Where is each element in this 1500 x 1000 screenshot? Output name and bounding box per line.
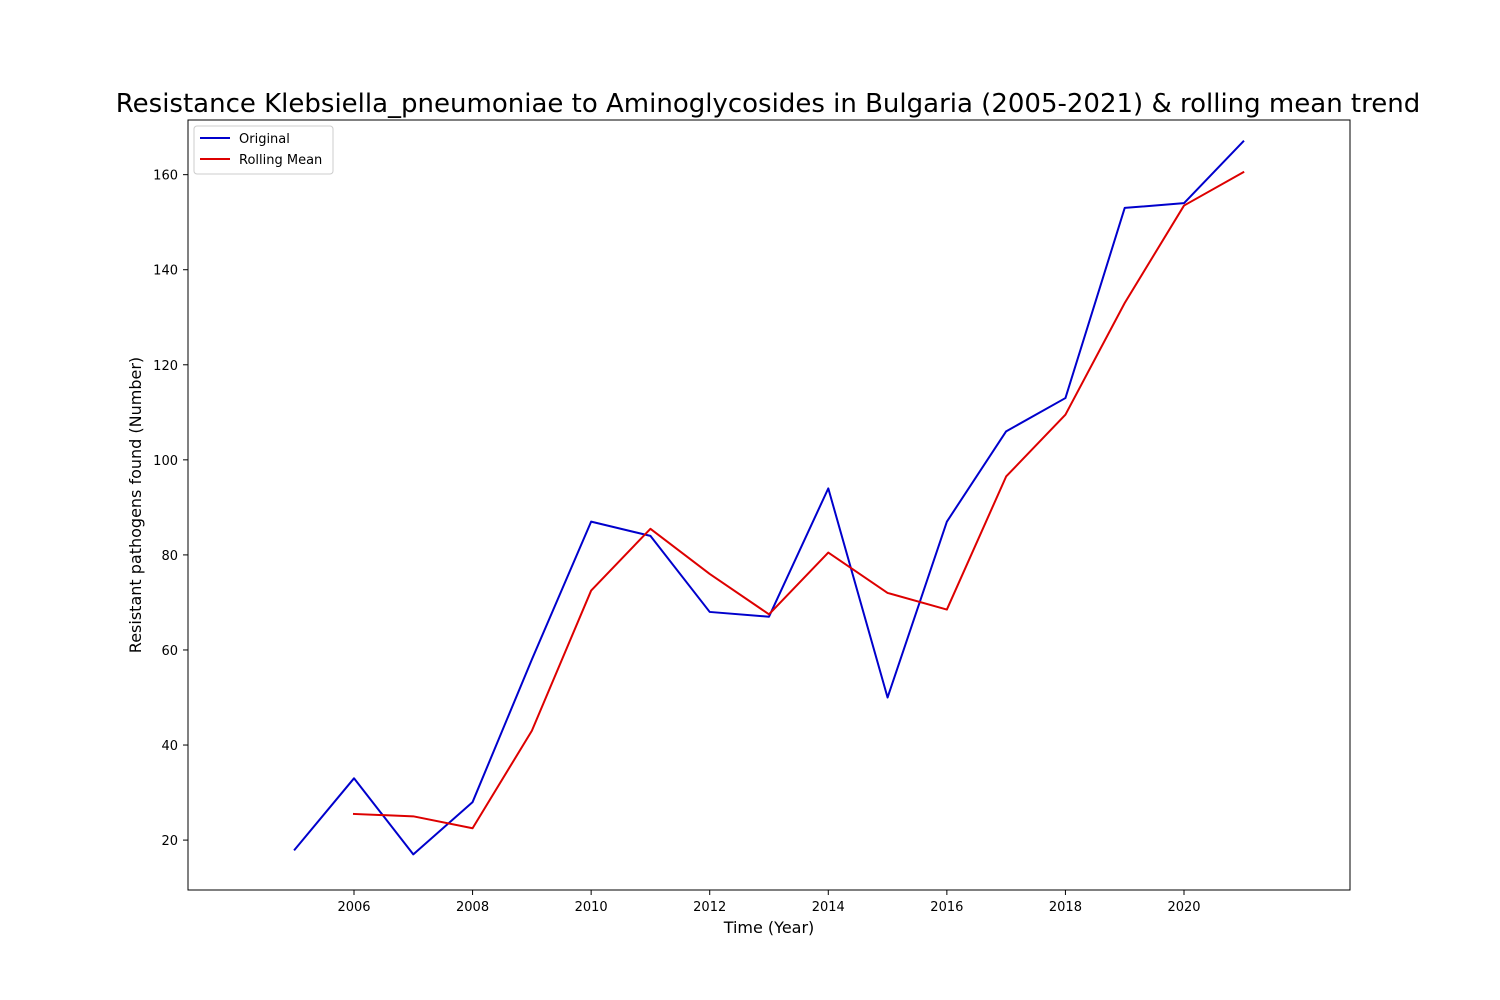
chart-title: Resistance Klebsiella_pneumoniae to Amin… [116, 89, 1420, 119]
x-tick-label: 2016 [930, 900, 963, 915]
series-line-rolling-mean [352, 170, 1245, 830]
x-axis-ticks: 2006 2008 2010 2012 2014 2016 2018 2020 [337, 890, 1201, 915]
x-tick-label: 2006 [337, 900, 370, 915]
y-tick-label: 20 [161, 834, 178, 849]
series-layer [293, 139, 1245, 856]
series-line-original [293, 139, 1245, 856]
x-axis-label: Time (Year) [723, 918, 815, 937]
x-tick-label: 2008 [456, 900, 489, 915]
y-tick-label: 40 [161, 739, 178, 754]
x-tick-label: 2020 [1167, 900, 1200, 915]
x-tick-label: 2014 [812, 900, 845, 915]
y-tick-label: 100 [153, 454, 178, 469]
legend: Original Rolling Mean [193, 125, 334, 175]
y-axis-ticks: 20 40 60 80 100 120 140 160 [153, 169, 188, 849]
x-tick-label: 2010 [575, 900, 608, 915]
y-tick-label: 140 [153, 264, 178, 279]
y-tick-label: 60 [161, 644, 178, 659]
y-axis-label: Resistant pathogens found (Number) [126, 357, 145, 653]
plot-area [188, 120, 1350, 890]
y-tick-label: 120 [153, 359, 178, 374]
y-tick-label: 80 [161, 549, 178, 564]
plot-frame [187, 119, 1351, 891]
y-tick-label: 160 [153, 169, 178, 184]
legend-label-original: Original [239, 132, 290, 147]
x-tick-label: 2012 [693, 900, 726, 915]
legend-label-rolling-mean: Rolling Mean [239, 153, 322, 168]
x-tick-label: 2018 [1049, 900, 1082, 915]
